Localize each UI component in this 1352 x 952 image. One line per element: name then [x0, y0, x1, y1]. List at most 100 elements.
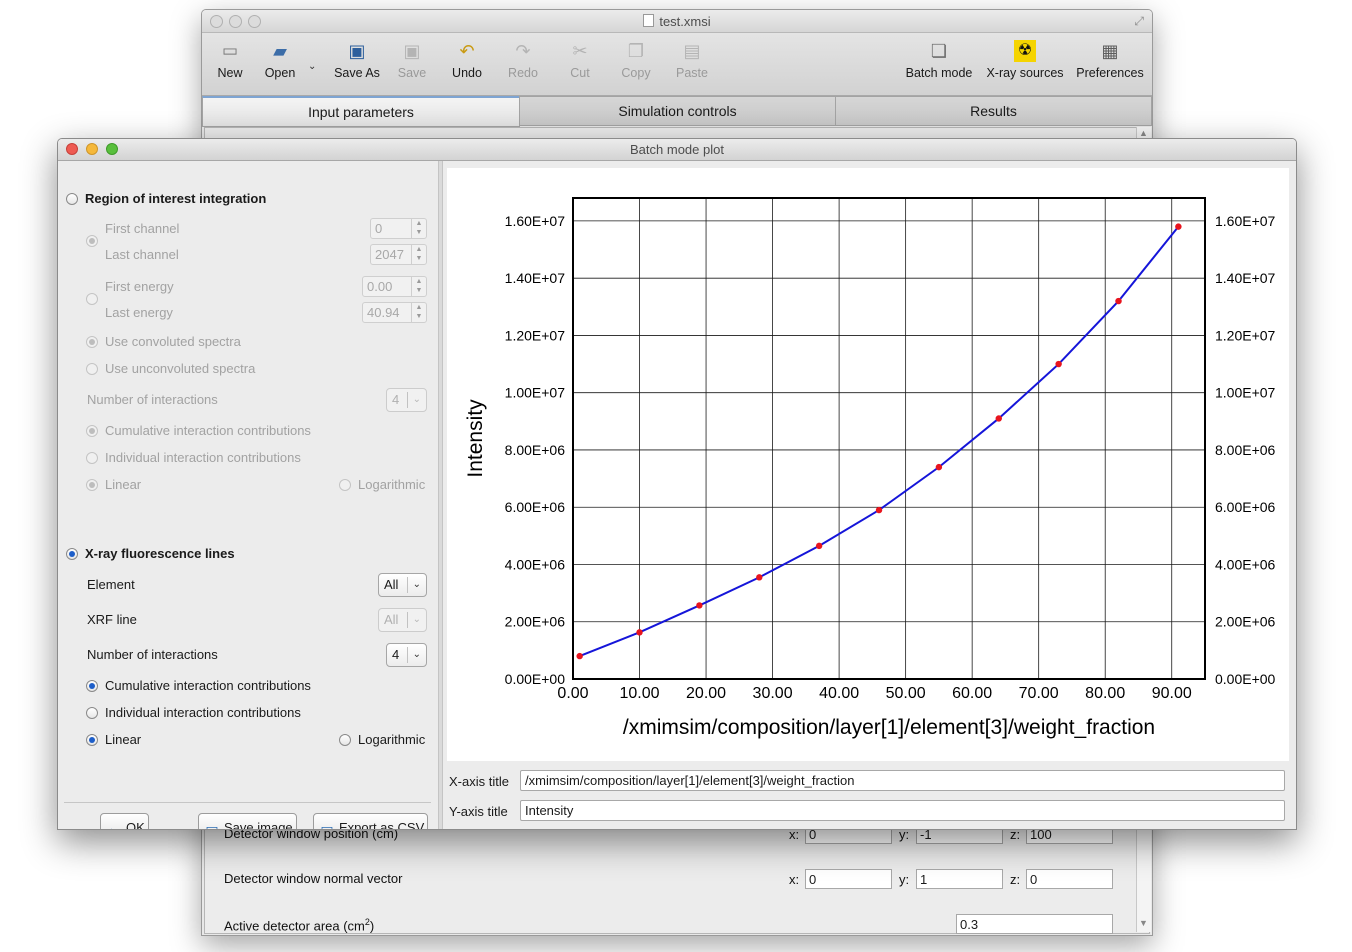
xrf-linear-radio[interactable]: [86, 734, 98, 746]
active-detector-area-field[interactable]: 0.3: [956, 914, 1113, 934]
detector-normal-vector-label: Detector window normal vector: [224, 871, 403, 886]
tab-input-parameters[interactable]: Input parameters: [202, 96, 520, 127]
ok-button[interactable]: ⇐OK: [100, 813, 149, 829]
paste-icon: ▤: [683, 41, 701, 61]
data-point: [696, 602, 703, 609]
document-icon: [643, 14, 655, 27]
tab-results[interactable]: Results: [835, 96, 1152, 126]
y-tick-label: 8.00E+06: [505, 442, 566, 458]
save-button[interactable]: ▣ Save: [397, 41, 427, 80]
close-dialog-button[interactable]: [66, 143, 78, 155]
x-tick-label: 0.00: [557, 685, 588, 702]
first-channel-spinner[interactable]: 0 ▲ ▼: [370, 218, 427, 239]
first-energy-spinner[interactable]: 0.00 ▲ ▼: [362, 276, 427, 297]
y-axis-title: Intensity: [464, 399, 487, 478]
copy-button[interactable]: ❐ Copy: [621, 41, 651, 80]
zoom-dialog-button[interactable]: [106, 143, 118, 155]
roi-logarithmic-radio[interactable]: [339, 479, 351, 491]
energy-range-radio[interactable]: [86, 293, 98, 305]
convoluted-spectra-radio[interactable]: [86, 336, 98, 348]
x-tick-label: 40.00: [819, 685, 859, 702]
redo-button[interactable]: ↷ Redo: [508, 41, 538, 80]
data-point: [1175, 223, 1182, 230]
xrf-cumulative-radio[interactable]: [86, 680, 98, 692]
last-energy-spinner[interactable]: 40.94 ▲ ▼: [362, 302, 427, 323]
radiation-icon: ☢: [1014, 40, 1036, 62]
xrf-line-combo[interactable]: All ⌄: [378, 608, 427, 632]
y-axis-title-label: Y-axis title: [449, 804, 508, 819]
x-axis-title-input[interactable]: /xmimsim/composition/layer[1]/element[3]…: [520, 770, 1285, 791]
spinner-arrows-icon[interactable]: ▲ ▼: [411, 219, 426, 238]
chevron-down-icon: ⌄: [412, 614, 421, 625]
xrf-lines-radio[interactable]: [66, 548, 78, 560]
data-point: [636, 629, 643, 636]
tab-simulation-controls[interactable]: Simulation controls: [519, 96, 836, 126]
y-axis-title-input[interactable]: Intensity: [520, 800, 1285, 821]
normal-z-field[interactable]: 0: [1026, 869, 1113, 889]
normal-x-field[interactable]: 0: [805, 869, 892, 889]
xrf-lines-label: X-ray fluorescence lines: [85, 546, 235, 561]
panel-divider[interactable]: [438, 161, 443, 829]
convoluted-spectra-label: Use convoluted spectra: [105, 334, 241, 349]
xrf-line-label: XRF line: [87, 612, 137, 627]
plot-options-panel: Region of interest integration First cha…: [58, 161, 437, 829]
channel-range-radio[interactable]: [86, 235, 98, 247]
roi-linear-label: Linear: [105, 477, 142, 492]
toolbar: ▭ New ▰ Open ⌄ ▣ Save As ▣ Save ↶ Undo ↷ Redo …: [202, 33, 1152, 96]
paste-button[interactable]: ▤ Paste: [676, 41, 708, 80]
last-channel-spinner[interactable]: 2047 ▲ ▼: [370, 244, 427, 265]
element-label: Element: [87, 577, 135, 592]
data-point: [756, 574, 763, 581]
roi-integration-radio[interactable]: [66, 193, 78, 205]
spinner-arrows-icon[interactable]: ▲ ▼: [411, 277, 426, 296]
undo-button[interactable]: ↶ Undo: [452, 41, 482, 80]
batch-mode-button[interactable]: ❏ Batch mode: [905, 41, 973, 80]
minimize-window-button[interactable]: [229, 15, 242, 28]
new-file-icon: ▭: [221, 41, 239, 60]
xrf-individual-radio[interactable]: [86, 707, 98, 719]
save-image-button[interactable]: ▣Save image: [198, 813, 297, 829]
spinner-arrows-icon[interactable]: ▲ ▼: [411, 245, 426, 264]
normal-y-label: y:: [899, 872, 910, 887]
separator: [64, 802, 431, 803]
position-y-label: y:: [899, 827, 910, 842]
y-tick-label-right: 8.00E+06: [1215, 442, 1276, 458]
spinner-arrows-icon[interactable]: ▲ ▼: [411, 303, 426, 322]
roi-linear-radio[interactable]: [86, 479, 98, 491]
data-point: [875, 506, 883, 514]
roi-individual-radio[interactable]: [86, 452, 98, 464]
fullscreen-icon[interactable]: ⤢: [1134, 14, 1144, 28]
open-button[interactable]: ▰ Open: [264, 41, 296, 80]
batch-mode-plot-dialog: Batch mode plot Region of interest integ…: [57, 138, 1297, 830]
scroll-down-icon[interactable]: ▼: [1139, 918, 1148, 928]
cut-button[interactable]: ✂ Cut: [570, 41, 590, 80]
xrf-logarithmic-radio[interactable]: [339, 734, 351, 746]
xrf-num-interactions-combo[interactable]: 4 ⌄: [386, 643, 427, 667]
x-tick-label: 30.00: [753, 685, 793, 702]
save-as-button[interactable]: ▣ Save As: [334, 41, 380, 80]
chevron-down-icon: ⌄: [412, 579, 421, 590]
export-csv-button[interactable]: ▣Export as CSV: [313, 813, 428, 829]
chevron-down-icon: ⌄: [412, 394, 421, 405]
x-tick-label: 50.00: [886, 685, 926, 702]
open-recent-chevron-icon[interactable]: ⌄: [308, 61, 317, 72]
y-tick-label-right: 1.40E+07: [1215, 270, 1276, 286]
new-button[interactable]: ▭ New: [217, 41, 243, 80]
zoom-window-button[interactable]: [248, 15, 261, 28]
roi-individual-label: Individual interaction contributions: [105, 450, 301, 465]
xray-sources-button[interactable]: ☢ X-ray sources: [986, 40, 1064, 80]
unconvoluted-spectra-radio[interactable]: [86, 363, 98, 375]
scroll-up-icon[interactable]: ▲: [1139, 128, 1148, 138]
preferences-button[interactable]: ▦ Preferences: [1076, 41, 1144, 80]
series-line: [579, 226, 1180, 658]
normal-y-field[interactable]: 1: [916, 869, 1003, 889]
main-window-title: test.xmsi: [202, 14, 1152, 29]
data-point: [1115, 297, 1122, 305]
roi-num-interactions-combo[interactable]: 4 ⌄: [386, 388, 427, 412]
data-point: [815, 542, 823, 550]
close-window-button[interactable]: [210, 15, 223, 28]
element-combo[interactable]: All ⌄: [378, 573, 427, 597]
roi-cumulative-radio[interactable]: [86, 425, 98, 437]
minimize-dialog-button[interactable]: [86, 143, 98, 155]
save-as-icon: ▣: [348, 41, 366, 61]
